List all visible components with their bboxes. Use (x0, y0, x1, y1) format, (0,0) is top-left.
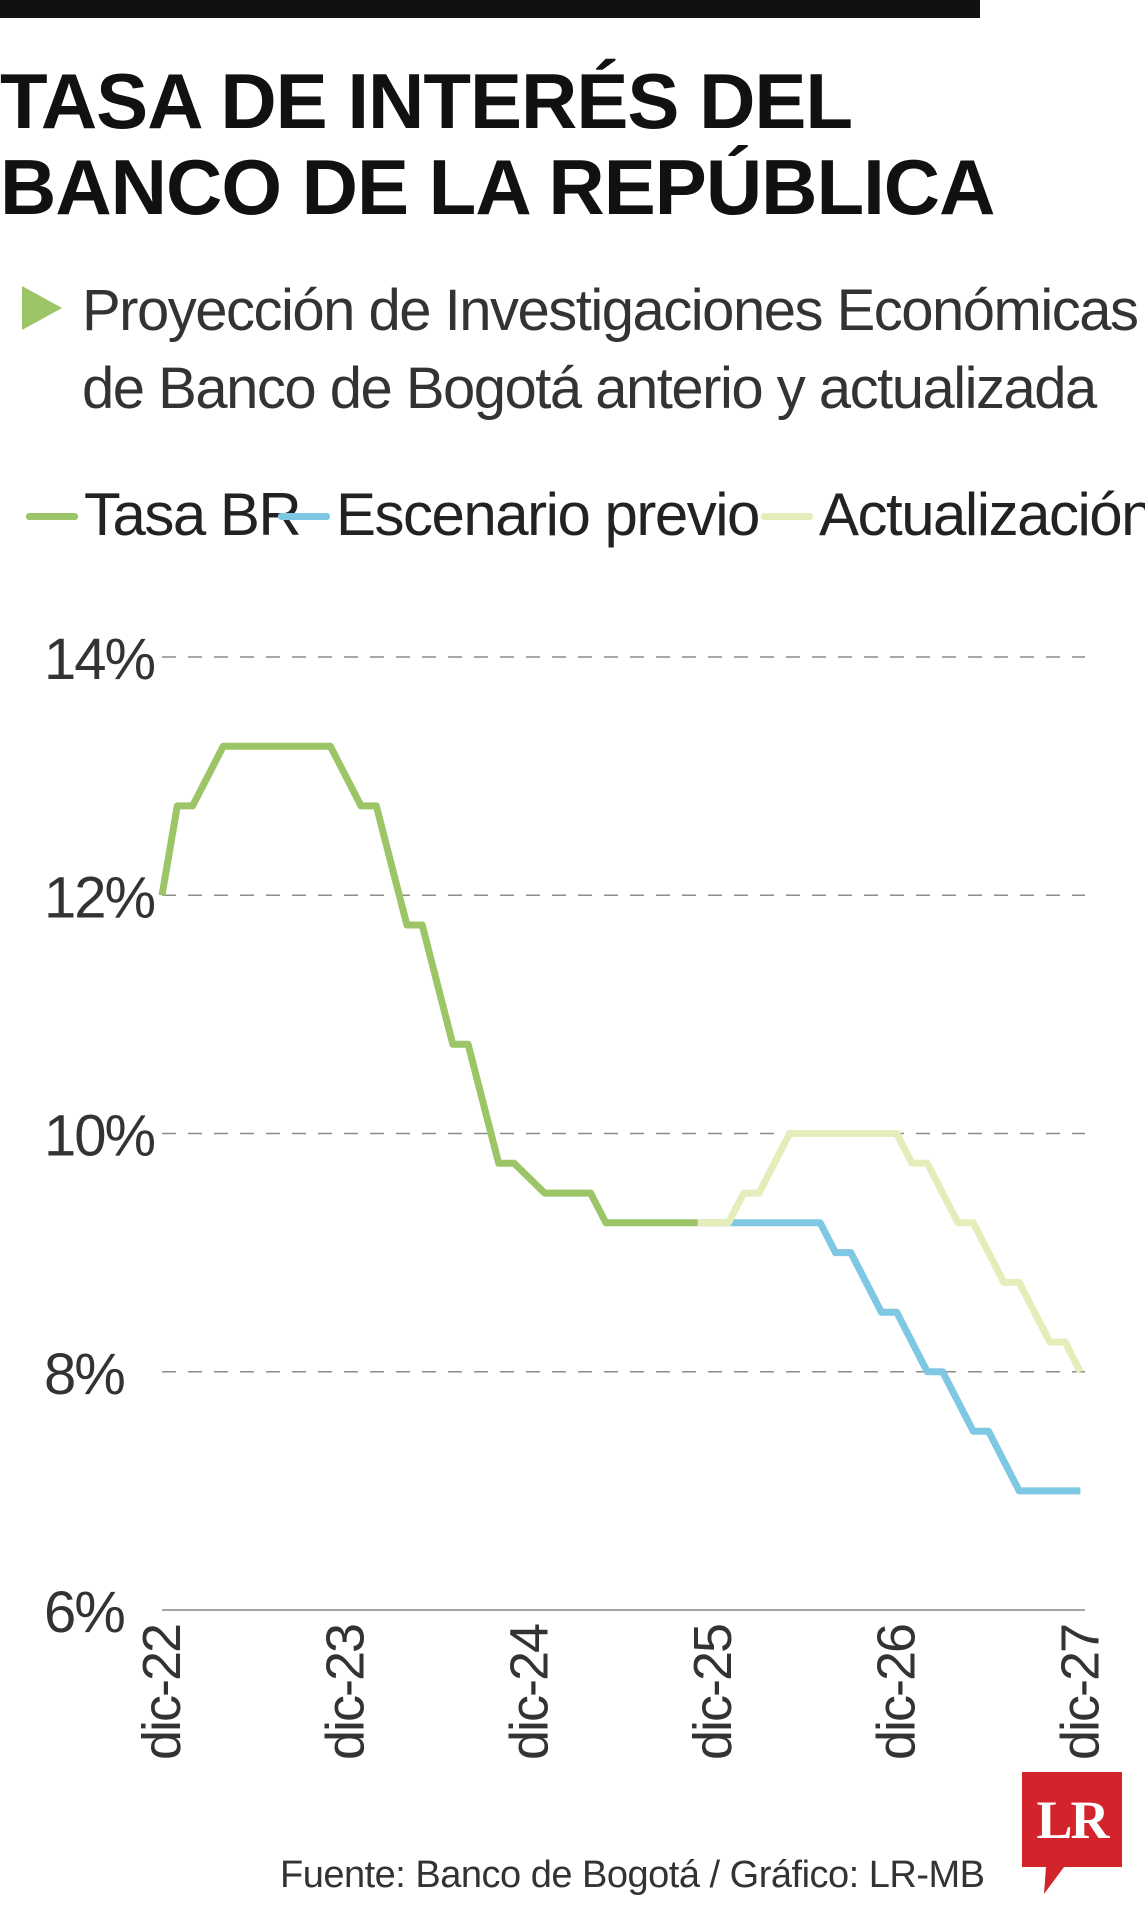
source-note: Fuente: Banco de Bogotá / Gráfico: LR-MB (280, 1854, 985, 1896)
chart-subtitle-line-1: Proyección de Investigaciones Económicas (82, 278, 1139, 343)
chart-title-line-1: TASA DE INTERÉS DEL (0, 57, 853, 145)
legend-label-tasa-br: Tasa BR (84, 481, 302, 548)
chart-title: TASA DE INTERÉS DEL BANCO DE LA REPÚBLIC… (0, 58, 1120, 230)
chart-subtitle-line-2: de Banco de Bogotá anterio y actualizada (82, 356, 1097, 421)
legend-swatch-actualizacion (761, 513, 813, 520)
y-tick-label-1: 8% (44, 1342, 124, 1407)
y-tick-label-0: 6% (44, 1580, 124, 1645)
legend: Tasa BR Escenario previo Actualización (26, 475, 1145, 555)
x-tick-label-3: dic-25 (683, 1625, 743, 1760)
x-tick-label-2: dic-24 (499, 1624, 559, 1760)
series-line-tasa-br (158, 742, 698, 1227)
chart-title-line-2: BANCO DE LA REPÚBLICA (0, 143, 995, 231)
triangle-arrow-icon (22, 286, 62, 330)
y-axis-ticks: 6% 8% 10% 12% 14% (44, 627, 157, 1645)
x-axis-ticks: dic-22 dic-23 dic-24 dic-25 dic-26 dic-27 (132, 1624, 1110, 1760)
x-tick-label-0: dic-22 (132, 1625, 192, 1760)
legend-label-escenario-previo: Escenario previo (336, 481, 760, 548)
lr-logo-text: LR (1036, 1790, 1109, 1850)
series-line-escenario-previo (697, 1219, 1081, 1495)
lr-logo-icon (1022, 1772, 1122, 1894)
y-tick-label-4: 14% (44, 627, 155, 692)
legend-label-actualizacion: Actualización (819, 481, 1145, 548)
chart-subtitle: Proyección de Investigaciones Económicas… (82, 272, 1139, 428)
line-chart: 6%8%10%12%14% dic-22 dic-23 dic-24 dic-25 di… (44, 627, 1110, 1760)
y-tick-label-2: 10% (44, 1104, 155, 1169)
x-tick-label-1: dic-23 (316, 1625, 376, 1760)
y-tick-label-3: 12% (44, 865, 155, 930)
legend-swatch-tasa-br (26, 513, 78, 520)
grid-lines (162, 656, 1085, 1611)
series-line-actualizaci-n (697, 1130, 1084, 1374)
top-bar (0, 0, 980, 18)
legend-swatch-escenario-previo (278, 513, 330, 520)
x-tick-label-4: dic-26 (867, 1625, 927, 1760)
series-lines (158, 742, 1084, 1495)
x-tick-label-5: dic-27 (1050, 1625, 1110, 1760)
